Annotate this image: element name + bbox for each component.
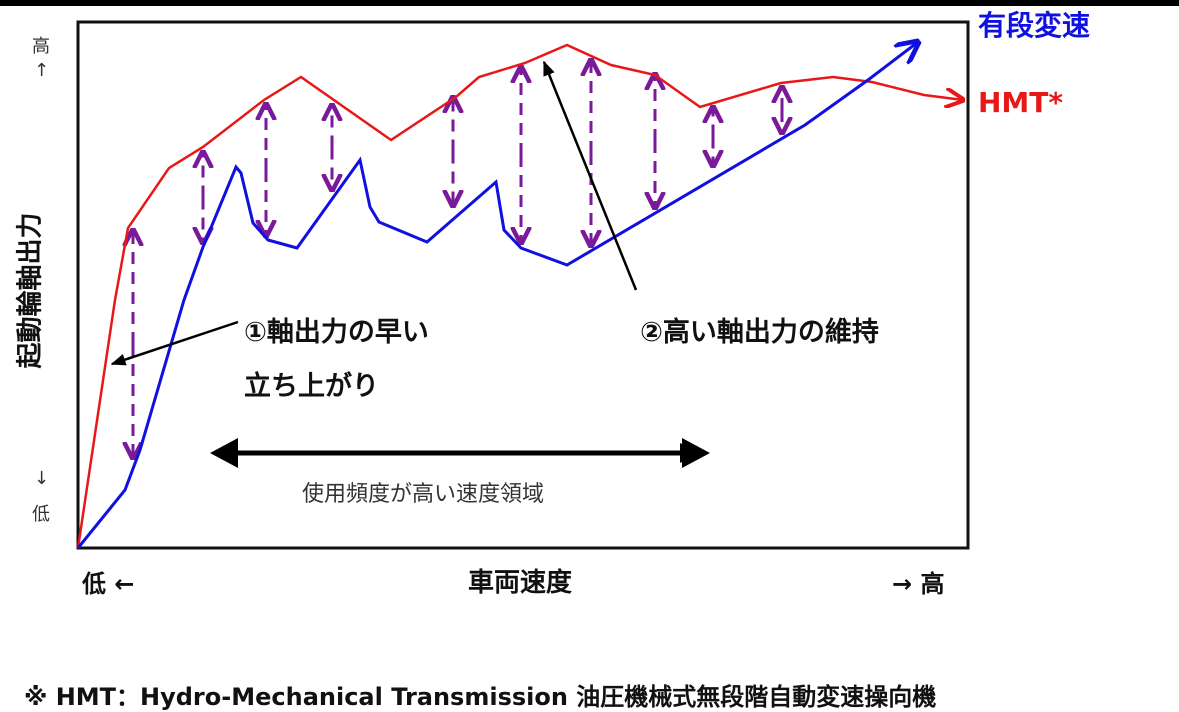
hmt-curve xyxy=(76,43,963,549)
annotation1-arrow xyxy=(110,320,239,366)
legend-hmt: HMT* xyxy=(978,86,1064,119)
stepped-curve xyxy=(76,42,918,549)
annotation1-line1: ①軸出力の早い xyxy=(244,317,429,348)
annotation2-arrow xyxy=(542,60,638,291)
y-high-label: 高 xyxy=(32,36,50,57)
y-high-arrow: ↑ xyxy=(34,60,50,81)
annotation1-line2: 立ち上がり xyxy=(244,371,379,402)
annotation2: ②高い軸出力の維持 xyxy=(640,317,879,348)
range-arrow-left-head xyxy=(210,438,238,468)
x-low-label: 低 ← xyxy=(82,570,135,598)
y-low-label: 低 xyxy=(32,504,50,525)
y-axis-label: 起動輪軸出力 xyxy=(15,212,46,369)
gap-arrows xyxy=(133,60,782,458)
x-axis-label: 車両速度 xyxy=(468,568,573,598)
x-high-label: → 高 xyxy=(892,570,945,598)
top-bar xyxy=(0,0,1179,6)
legend-stepped: 有段変速 xyxy=(978,9,1091,42)
y-low-arrow: ↓ xyxy=(34,468,50,489)
range-label: 使用頻度が高い速度領域 xyxy=(302,482,545,507)
footnote: ※ HMT：Hydro-Mechanical Transmission 油圧機械… xyxy=(24,683,937,711)
range-arrow-right-head xyxy=(682,438,710,468)
plot-frame xyxy=(76,20,970,550)
